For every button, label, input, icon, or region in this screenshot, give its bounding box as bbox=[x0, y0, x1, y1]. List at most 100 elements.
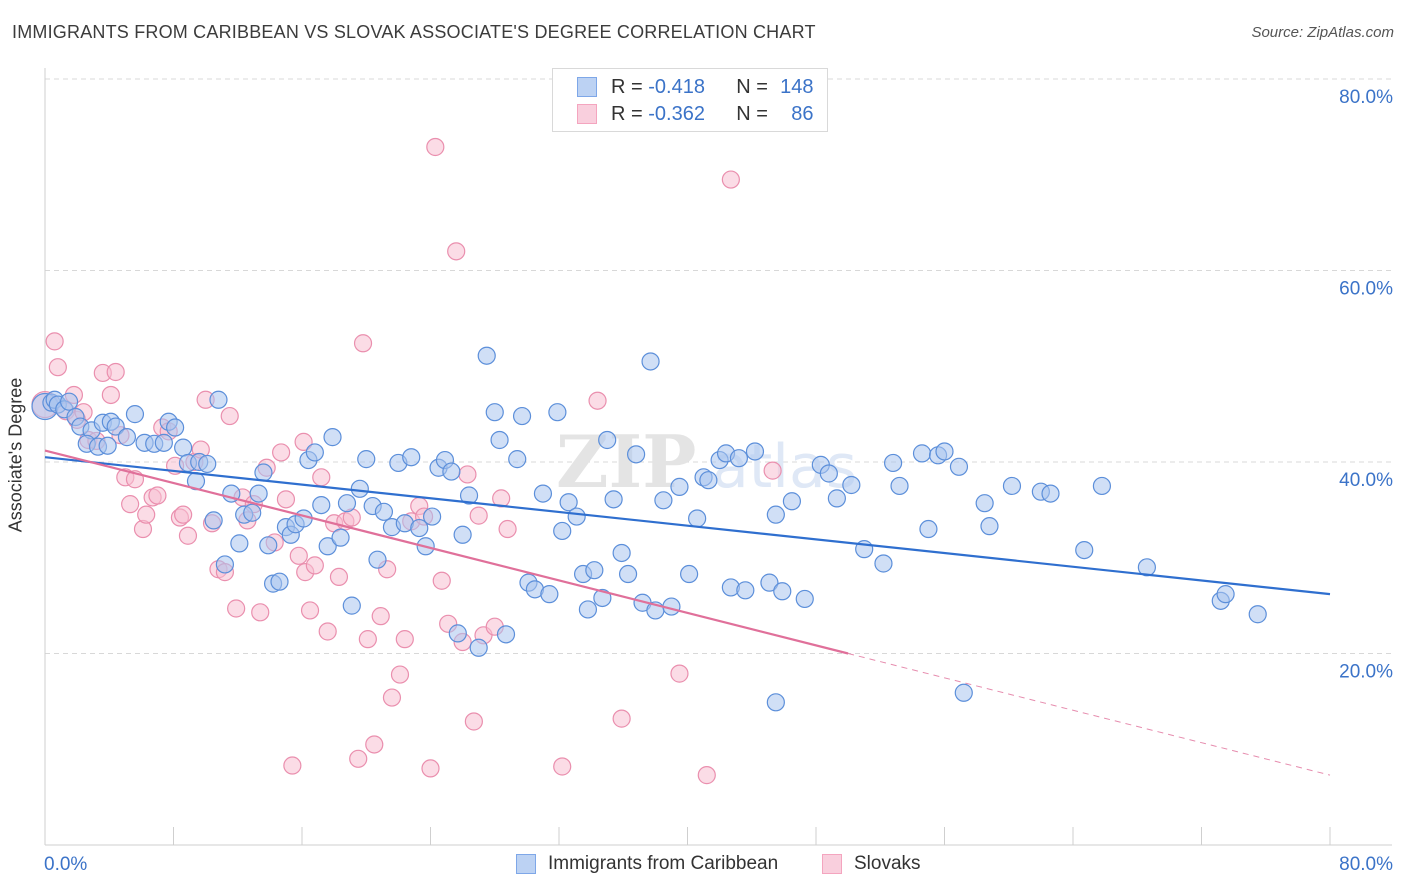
caribbean-point bbox=[106, 417, 125, 436]
slovaks-point bbox=[464, 712, 483, 731]
caribbean-point bbox=[357, 450, 376, 469]
caribbean-point bbox=[548, 403, 567, 422]
slovaks-point bbox=[382, 688, 402, 707]
caribbean-point bbox=[766, 505, 785, 524]
caribbean-point bbox=[448, 624, 467, 643]
caribbean-point bbox=[198, 454, 217, 474]
slovaks-point bbox=[588, 391, 607, 410]
caribbean-point bbox=[533, 484, 553, 503]
slovaks-point bbox=[220, 406, 239, 426]
caribbean-point bbox=[912, 444, 932, 463]
caribbean-point bbox=[323, 428, 342, 447]
slovaks-point bbox=[721, 170, 740, 189]
slovaks-legend-label: Slovaks bbox=[854, 853, 921, 874]
caribbean-point bbox=[827, 489, 846, 508]
caribbean-point bbox=[842, 475, 861, 495]
caribbean-points bbox=[31, 346, 1267, 712]
caribbean-point bbox=[949, 457, 969, 476]
caribbean-point bbox=[410, 518, 429, 538]
caribbean-point bbox=[496, 625, 516, 644]
slovaks-point bbox=[178, 526, 198, 545]
caribbean-point bbox=[490, 430, 509, 450]
caribbean-point bbox=[337, 494, 357, 513]
caribbean-point bbox=[230, 534, 249, 553]
caribbean-point bbox=[680, 564, 699, 584]
n-label: N = bbox=[736, 102, 768, 125]
n-value: 86 bbox=[791, 102, 814, 125]
caribbean-point bbox=[368, 550, 387, 569]
slovaks-point bbox=[763, 461, 782, 480]
slovaks-point bbox=[498, 519, 517, 539]
caribbean-point bbox=[890, 476, 909, 496]
caribbean-point bbox=[154, 433, 173, 452]
x-tick-label: 0.0% bbox=[44, 854, 87, 875]
y-tick-label: 60.0% bbox=[1339, 279, 1393, 300]
caribbean-point bbox=[612, 543, 631, 563]
slovaks-trend-line bbox=[44, 449, 849, 655]
caribbean-point bbox=[760, 573, 779, 592]
chart-title: IMMIGRANTS FROM CARIBBEAN VS SLOVAK ASSO… bbox=[12, 22, 816, 42]
slovaks-point bbox=[553, 757, 572, 776]
correlation-legend: R = -0.418 N = 148 R = -0.362 N = 86 bbox=[552, 68, 828, 132]
slovaks-swatch bbox=[577, 104, 597, 124]
caribbean-point bbox=[874, 554, 893, 573]
caribbean-point bbox=[117, 428, 137, 447]
slovaks-point bbox=[312, 468, 331, 487]
slovaks-point bbox=[395, 630, 414, 649]
caribbean-point bbox=[374, 502, 394, 521]
slovaks-point bbox=[283, 756, 302, 775]
legend-row-caribbean: R = -0.418 N = 148 bbox=[577, 74, 814, 100]
caribbean-point bbox=[540, 585, 559, 604]
caribbean-point bbox=[553, 521, 572, 541]
caribbean-point bbox=[578, 600, 598, 619]
caribbean-point bbox=[1092, 476, 1112, 496]
slovaks-point bbox=[148, 486, 167, 505]
caribbean-point bbox=[585, 561, 604, 580]
caribbean-point bbox=[342, 596, 361, 615]
caribbean-point bbox=[795, 589, 814, 609]
legend-item-caribbean: Immigrants from Caribbean bbox=[516, 852, 778, 876]
caribbean-point bbox=[204, 511, 223, 530]
caribbean-trend-line bbox=[44, 456, 1331, 596]
caribbean-point bbox=[935, 442, 954, 461]
caribbean-point bbox=[402, 448, 421, 467]
slovaks-point bbox=[612, 709, 631, 728]
r-label: R = bbox=[611, 75, 643, 98]
caribbean-point bbox=[312, 495, 331, 515]
chart-source: Source: ZipAtlas.com bbox=[1251, 24, 1394, 41]
caribbean-point bbox=[593, 588, 612, 608]
caribbean-point bbox=[259, 536, 278, 555]
caribbean-point bbox=[1137, 558, 1156, 577]
caribbean-point bbox=[1041, 484, 1060, 503]
slovaks-point bbox=[458, 465, 477, 484]
caribbean-point bbox=[305, 443, 324, 462]
slovaks-point bbox=[137, 505, 156, 524]
axes bbox=[44, 68, 1392, 846]
slovaks-point bbox=[318, 622, 337, 641]
n-label: N = bbox=[736, 75, 768, 98]
caribbean-point bbox=[166, 418, 185, 437]
caribbean-point bbox=[459, 486, 479, 505]
r-value: -0.418 bbox=[648, 75, 705, 98]
caribbean-point bbox=[782, 492, 802, 511]
slovaks-point bbox=[390, 665, 410, 684]
caribbean-point bbox=[618, 564, 638, 584]
slovaks-point bbox=[48, 358, 67, 377]
slovaks-point bbox=[421, 759, 440, 778]
caribbean-point bbox=[254, 463, 273, 482]
slovaks-point bbox=[227, 599, 246, 618]
caribbean-point bbox=[819, 464, 838, 483]
caribbean-point bbox=[954, 683, 973, 702]
caribbean-point bbox=[773, 582, 792, 601]
caribbean-point bbox=[604, 490, 623, 509]
caribbean-point bbox=[1248, 605, 1267, 624]
caribbean-point bbox=[1002, 476, 1022, 496]
caribbean-point bbox=[670, 477, 689, 496]
caribbean-point bbox=[423, 507, 442, 526]
caribbean-point bbox=[125, 405, 145, 424]
caribbean-point bbox=[745, 442, 765, 461]
r-label: R = bbox=[611, 102, 643, 125]
slovaks-point bbox=[371, 607, 390, 626]
slovaks-point bbox=[447, 242, 466, 261]
